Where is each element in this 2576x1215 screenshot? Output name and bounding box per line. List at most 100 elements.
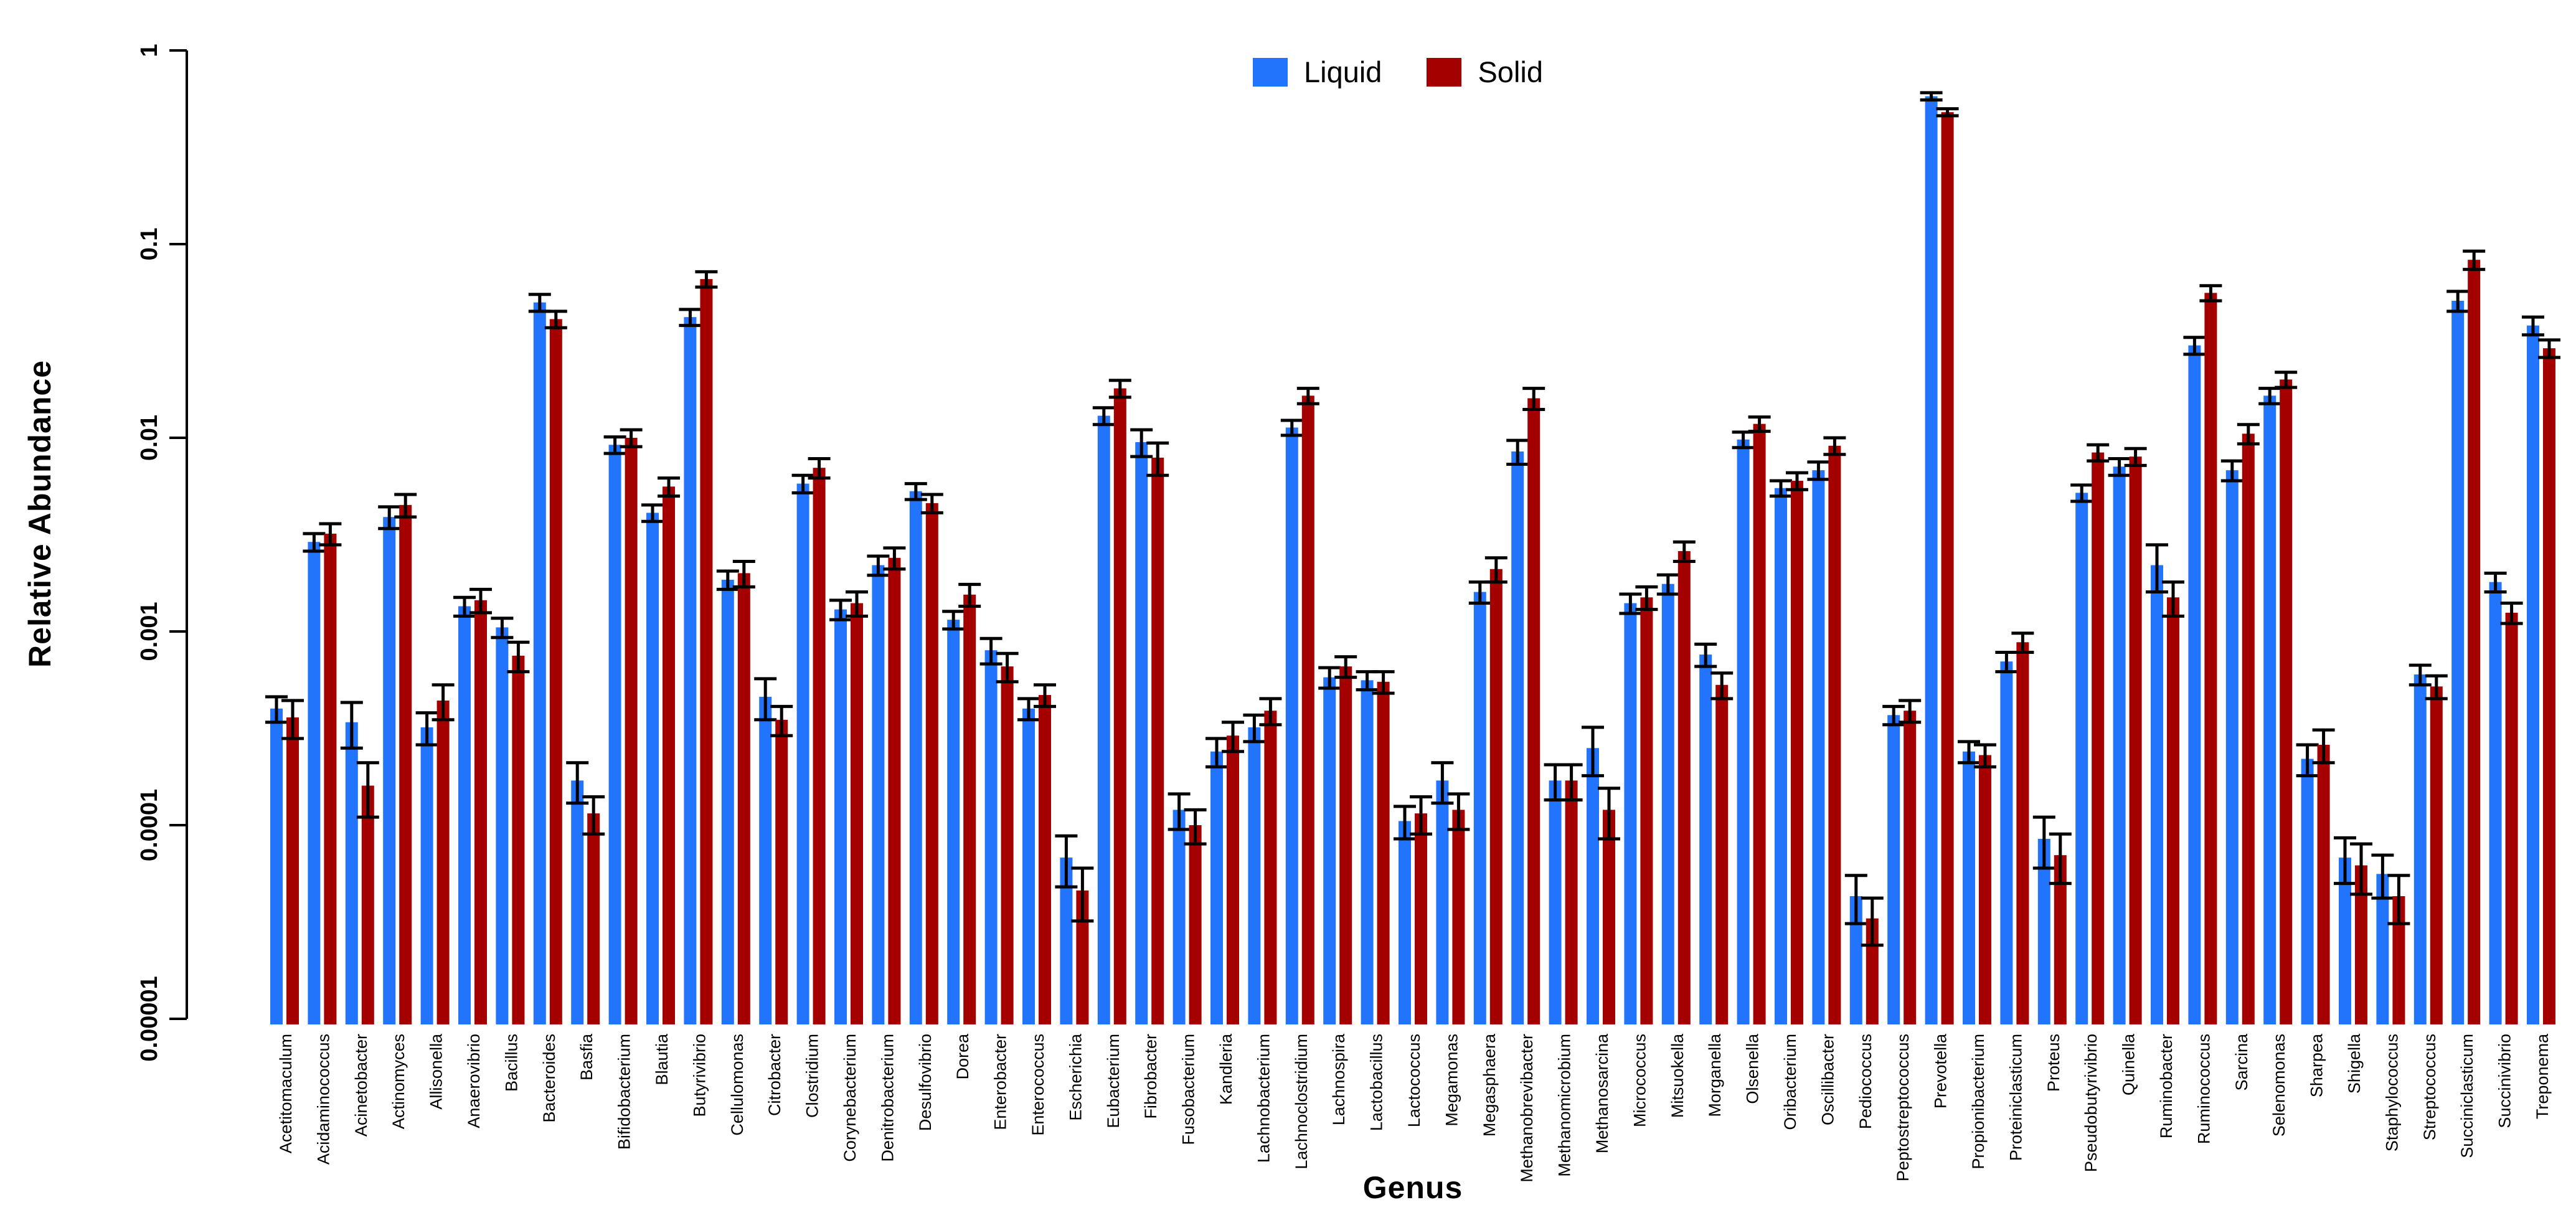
bar-group-Ruminobacter: Ruminobacter	[2146, 543, 2184, 1138]
bar-liquid-Prevotella	[1925, 96, 1938, 1025]
bar-solid-Bacillus	[512, 655, 525, 1024]
y-tick-label-0.01: 0.01	[136, 415, 163, 461]
bar-solid-Actinomyces	[399, 504, 412, 1024]
legend-label-solid: Solid	[1478, 55, 1543, 88]
bar-group-Butyrivibrio: Butyrivibrio	[679, 270, 718, 1117]
x-label-Peptostreptococcus: Peptostreptococcus	[1894, 1034, 1912, 1181]
bar-solid-Propionibacterium	[1979, 755, 1991, 1024]
bar-solid-Peptostreptococcus	[1904, 711, 1917, 1024]
bar-solid-Allisonella	[436, 700, 450, 1024]
bar-group-Treponema: Treponema	[2522, 315, 2560, 1119]
bar-group-Methanomicrobium: Methanomicrobium	[1544, 763, 1583, 1177]
bar-group-Lactococcus: Lactococcus	[1394, 795, 1432, 1127]
bar-solid-Sharpea	[2317, 744, 2330, 1024]
bar-solid-Basfia	[587, 813, 600, 1024]
bar-group-Prevotella: Prevotella	[1920, 91, 1959, 1109]
bar-group-Escherichia: Escherichia	[1055, 834, 1094, 1121]
bar-solid-Methanomicrobium	[1565, 780, 1578, 1024]
bar-liquid-Bacillus	[496, 627, 509, 1024]
bar-solid-Citrobacter	[775, 719, 788, 1024]
x-label-Proteus: Proteus	[2044, 1034, 2063, 1092]
bar-solid-Dorea	[963, 594, 976, 1024]
bar-liquid-Pediococcus	[1849, 896, 1862, 1024]
x-label-Acidaminococcus: Acidaminococcus	[314, 1034, 333, 1165]
x-label-Kandleria: Kandleria	[1217, 1033, 1235, 1105]
bar-solid-Succiniclasticum	[2468, 260, 2481, 1024]
x-label-Propionibacterium: Propionibacterium	[1969, 1034, 1988, 1170]
bar-liquid-Enterobacter	[984, 650, 998, 1024]
bar-group-Citrobacter: Citrobacter	[754, 677, 793, 1116]
x-label-Basfia: Basfia	[577, 1033, 596, 1080]
bar-group-Acinetobacter: Acinetobacter	[340, 701, 379, 1137]
bar-liquid-Blautia	[646, 513, 659, 1024]
bar-liquid-Lactobacillus	[1361, 680, 1374, 1024]
bar-liquid-Fusobacterium	[1172, 810, 1186, 1024]
bar-liquid-Butyrivibrio	[684, 317, 697, 1025]
bar-liquid-Morganella	[1699, 655, 1712, 1024]
bar-solid-Megasphaera	[1489, 569, 1503, 1024]
bar-group-Megasphaera: Megasphaera	[1468, 556, 1507, 1137]
bar-solid-Eubacterium	[1113, 388, 1126, 1024]
bar-solid-Blautia	[663, 486, 675, 1024]
bar-liquid-Peptostreptococcus	[1887, 715, 1900, 1024]
x-label-Lactococcus: Lactococcus	[1405, 1034, 1423, 1127]
bar-liquid-Oscillibacter	[1812, 470, 1825, 1024]
bar-solid-Butyrivibrio	[700, 279, 713, 1024]
bar-liquid-Lactococcus	[1399, 821, 1411, 1024]
bar-solid-Prevotella	[1941, 112, 1954, 1024]
bar-solid-Streptococcus	[2430, 686, 2443, 1024]
bar-group-Desulfovibrio: Desulfovibrio	[904, 482, 943, 1131]
bar-solid-Kandleria	[1227, 735, 1239, 1024]
bar-group-Lactobacillus: Lactobacillus	[1356, 670, 1395, 1131]
bar-solid-Corynebacterium	[851, 603, 863, 1024]
x-label-Lachnobacterium: Lachnobacterium	[1254, 1034, 1273, 1163]
bar-group-Sarcina: Sarcina	[2220, 423, 2260, 1091]
bar-group-Ruminococcus: Ruminococcus	[2183, 284, 2222, 1144]
bar-group-Proteiniclasticum: Proteiniclasticum	[1995, 631, 2034, 1161]
bar-liquid-Bifidobacterium	[608, 445, 621, 1024]
bar-group-Succinivibrio: Succinivibrio	[2484, 571, 2523, 1128]
bar-group-Lachnoclostridium: Lachnoclostridium	[1280, 387, 1319, 1170]
bar-liquid-Eubacterium	[1097, 415, 1110, 1024]
bar-solid-Quinella	[2129, 456, 2142, 1024]
x-label-Actinomyces: Actinomyces	[389, 1034, 408, 1129]
bar-group-Megamonas: Megamonas	[1431, 761, 1470, 1127]
bar-liquid-Dorea	[947, 620, 960, 1024]
bar-liquid-Methanosarcina	[1587, 748, 1599, 1024]
bar-liquid-Staphylococcus	[2376, 874, 2389, 1024]
bar-group-Bacteroides: Bacteroides	[528, 293, 567, 1123]
bar-group-Basfia: Basfia	[566, 761, 605, 1080]
bar-liquid-Megasphaera	[1473, 592, 1486, 1024]
bar-liquid-Micrococcus	[1624, 603, 1637, 1024]
x-label-Desulfovibrio: Desulfovibrio	[916, 1034, 935, 1131]
x-label-Pediococcus: Pediococcus	[1856, 1034, 1875, 1129]
bar-liquid-Propionibacterium	[1963, 751, 1975, 1024]
bar-group-Sharpea: Sharpea	[2296, 728, 2335, 1097]
bar-solid-Anaerovibrio	[474, 600, 487, 1024]
bar-solid-Enterobacter	[1001, 666, 1014, 1024]
x-label-Fusobacterium: Fusobacterium	[1179, 1034, 1198, 1145]
bar-group-Lachnospira: Lachnospira	[1318, 655, 1357, 1125]
x-label-Allisonella: Allisonella	[427, 1033, 446, 1110]
bar-group-Pediococcus: Pediococcus	[1844, 874, 1884, 1129]
bar-solid-Mitsuokella	[1677, 551, 1691, 1024]
x-label-Sharpea: Sharpea	[2308, 1033, 2326, 1097]
bar-solid-Acidaminococcus	[324, 533, 337, 1024]
bar-liquid-Lachnobacterium	[1248, 727, 1261, 1024]
bar-group-Acidaminococcus: Acidaminococcus	[303, 522, 342, 1165]
bar-liquid-Actinomyces	[383, 517, 396, 1024]
bar-group-Corynebacterium: Corynebacterium	[829, 590, 868, 1162]
x-label-Dorea: Dorea	[953, 1033, 972, 1080]
bar-liquid-Cellulomonas	[721, 579, 734, 1024]
x-label-Butyrivibrio: Butyrivibrio	[690, 1034, 709, 1117]
x-label-Oribacterium: Oribacterium	[1781, 1034, 1800, 1130]
x-label-Streptococcus: Streptococcus	[2420, 1034, 2439, 1140]
bar-liquid-Methanomicrobium	[1549, 780, 1562, 1024]
bar-solid-Escherichia	[1076, 890, 1089, 1024]
bar-group-Selenomonas: Selenomonas	[2258, 371, 2298, 1137]
x-label-Methanosarcina: Methanosarcina	[1593, 1033, 1611, 1153]
bar-group-Methanobrevibacter: Methanobrevibacter	[1506, 387, 1545, 1183]
bar-liquid-Escherichia	[1060, 858, 1073, 1024]
bar-solid-Selenomonas	[2280, 379, 2293, 1025]
y-tick-label-0.00001: 0.00001	[136, 976, 163, 1061]
